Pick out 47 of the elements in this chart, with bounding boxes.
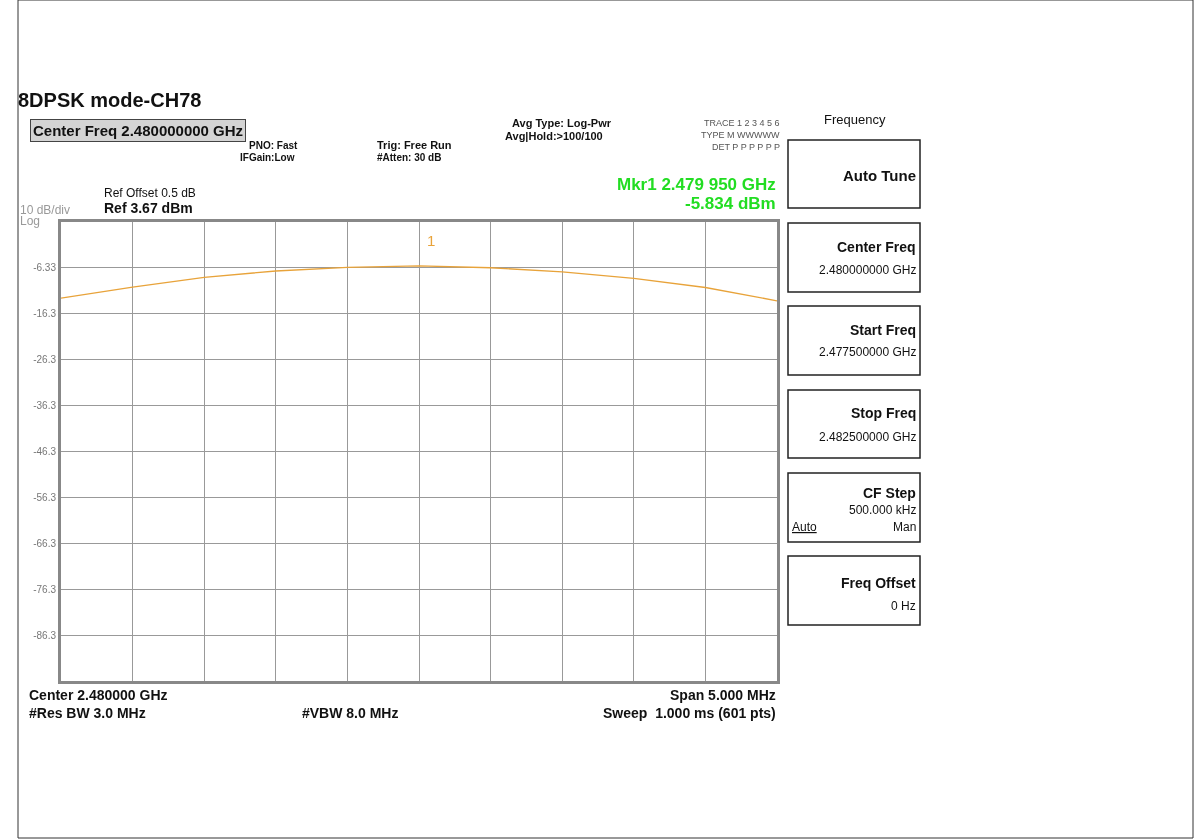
text: 2.477500000 GHz	[819, 345, 917, 359]
y-tick-label: -26.3	[33, 354, 57, 366]
text: Mkr1 2.479 950 GHz	[617, 175, 776, 194]
text: Auto	[792, 520, 818, 534]
text: DET P P P P P P	[712, 142, 781, 152]
text: Start Freq	[850, 322, 917, 338]
text: 2.480000000 GHz	[819, 263, 917, 277]
text: #Res BW 3.0 MHz	[29, 705, 146, 721]
text: Center Freq 2.480000000 GHz	[33, 122, 244, 139]
y-tick-label: -36.3	[33, 400, 57, 412]
annotation: 1	[427, 232, 436, 249]
text: Ref 3.67 dBm	[104, 200, 193, 216]
text: -5.834 dBm	[685, 194, 776, 213]
text: TRACE 1 2 3 4 5 6	[704, 118, 780, 128]
text: Avg Type: Log-Pwr	[512, 117, 612, 129]
text: Trig: Free Run	[377, 139, 452, 151]
line-series	[61, 265, 777, 302]
text: 2.482500000 GHz	[819, 430, 917, 444]
text: TYPE M WWWWW	[701, 130, 780, 140]
text: Ref Offset 0.5 dB	[104, 186, 196, 200]
text: Auto Tune	[843, 167, 917, 184]
y-tick-label: -16.3	[33, 308, 57, 320]
text: 500.000 kHz	[849, 503, 917, 517]
y-tick-label: -46.3	[33, 446, 57, 457]
text: Frequency	[824, 112, 886, 127]
text: 10 dB/div	[20, 203, 71, 217]
text: PNO: Fast	[249, 140, 299, 151]
y-tick-label: -86.3	[33, 629, 57, 641]
text: Sweep 1.000 ms (601 pts)	[603, 705, 776, 721]
y-tick-label: -66.3	[33, 537, 57, 549]
text: CF Step	[863, 485, 916, 501]
text: 0 Hz	[891, 599, 916, 613]
text: Center Freq	[837, 239, 916, 255]
text: #Atten: 30 dB	[377, 152, 442, 163]
text: Freq Offset	[841, 575, 917, 591]
text: #VBW 8.0 MHz	[302, 705, 399, 721]
text: Avg|Hold:>100/100	[505, 130, 603, 142]
y-tick-label: -6.33	[33, 262, 57, 274]
text: IFGain:Low	[240, 152, 295, 163]
text: Stop Freq	[851, 405, 917, 421]
text: Center 2.480000 GHz	[29, 687, 168, 703]
y-tick-label: -76.3	[33, 583, 57, 595]
text: Man	[893, 520, 917, 534]
text: Span 5.000 MHz	[670, 687, 776, 703]
chart-title: 8DPSK mode-CH78	[18, 89, 202, 111]
y-tick-label: -56.3	[33, 491, 57, 503]
text: Log	[20, 214, 41, 228]
